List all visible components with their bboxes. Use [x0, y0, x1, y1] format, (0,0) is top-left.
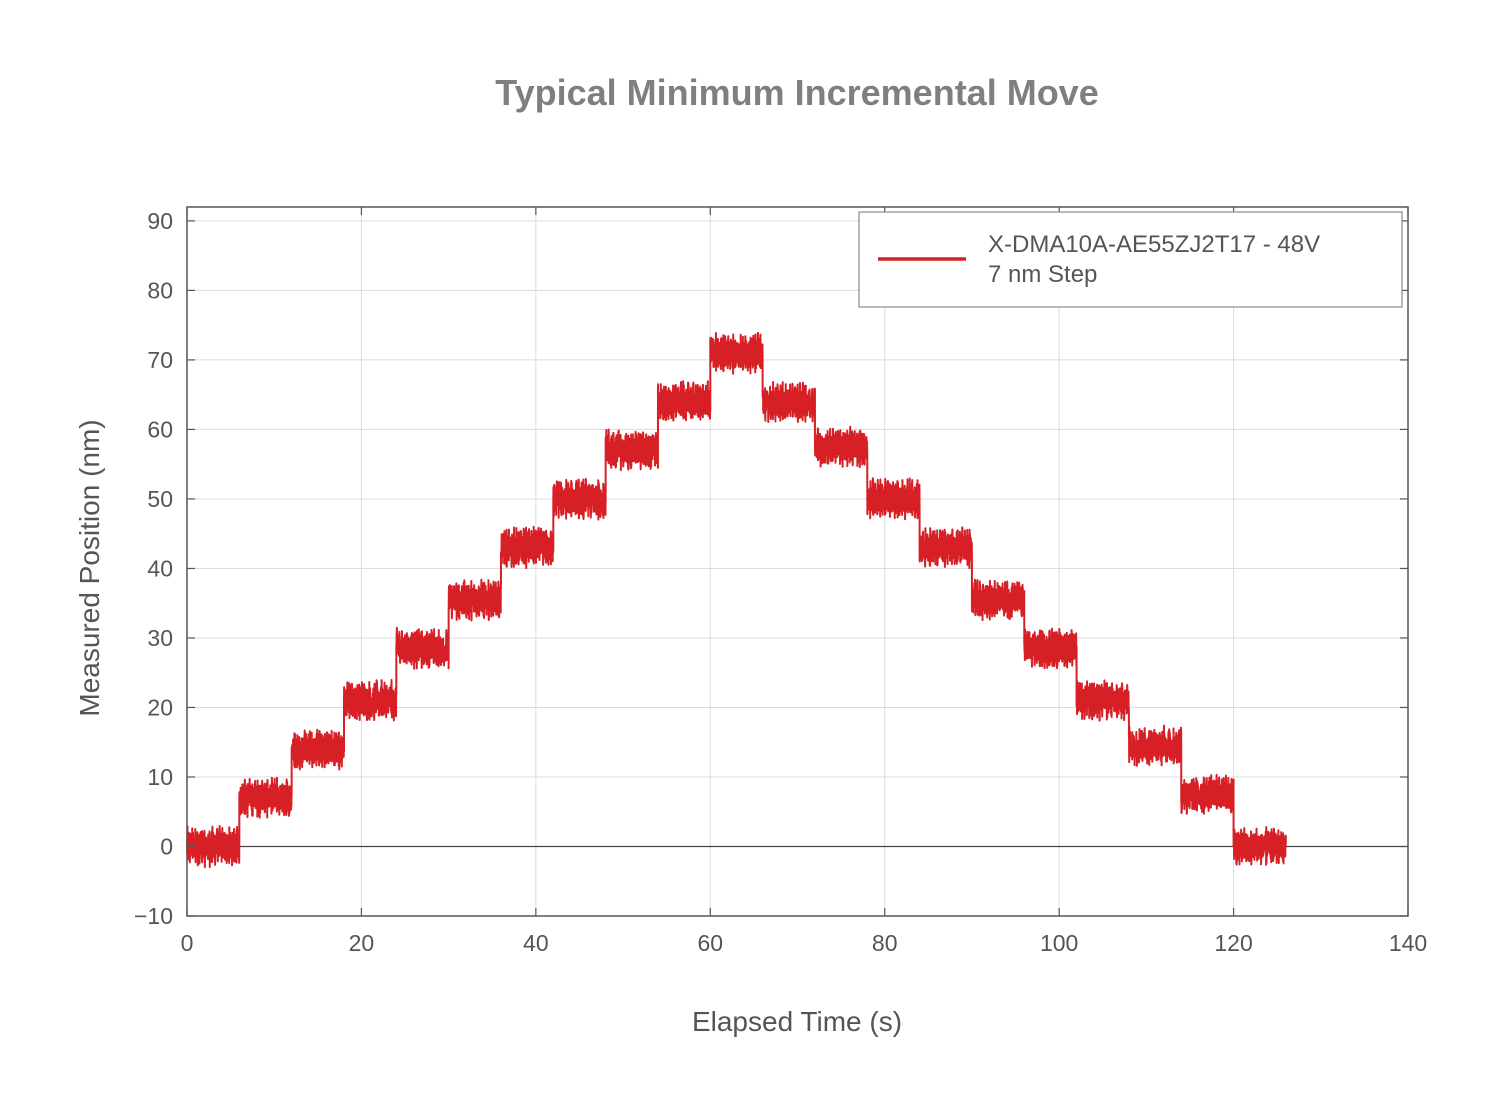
y-tick-label: 0: [160, 833, 173, 859]
plot-frame: [186, 206, 1409, 917]
chart-title: Typical Minimum Incremental Move: [495, 72, 1098, 113]
series-line: [186, 331, 1287, 869]
x-tick-label: 120: [1214, 930, 1252, 956]
y-tick-label: 20: [147, 694, 173, 720]
series-layer: [186, 331, 1287, 869]
y-tick-label: 90: [147, 208, 173, 234]
x-tick-label: 100: [1040, 930, 1078, 956]
legend-entry-line-1: X-DMA10A-AE55ZJ2T17 - 48V: [988, 231, 1320, 258]
y-tick-label: 50: [147, 486, 173, 512]
x-tick-label: 40: [523, 930, 549, 956]
legend-entry-line-2: 7 nm Step: [988, 261, 1097, 288]
x-axis-label: Elapsed Time (s): [692, 1006, 902, 1037]
y-tick-label: 40: [147, 555, 173, 581]
y-tick-label: −10: [134, 903, 173, 929]
x-tick-label: 20: [349, 930, 375, 956]
y-tick-label: 70: [147, 347, 173, 373]
y-tick-label: 60: [147, 416, 173, 442]
x-tick-label: 80: [872, 930, 898, 956]
y-axis-label: Measured Position (nm): [74, 419, 105, 716]
legend: X-DMA10A-AE55ZJ2T17 - 48V 7 nm Step: [858, 211, 1403, 308]
x-tick-label: 0: [181, 930, 194, 956]
y-tick-label: 30: [147, 625, 173, 651]
y-tick-label: 10: [147, 764, 173, 790]
y-tick-label: 80: [147, 277, 173, 303]
x-tick-label: 140: [1389, 930, 1427, 956]
x-tick-label: 60: [697, 930, 723, 956]
tick-layer: 0 20 40 60 80 100 120 140 −10 0 10 20 30 40 50 60 70 80 90: [134, 207, 1427, 956]
